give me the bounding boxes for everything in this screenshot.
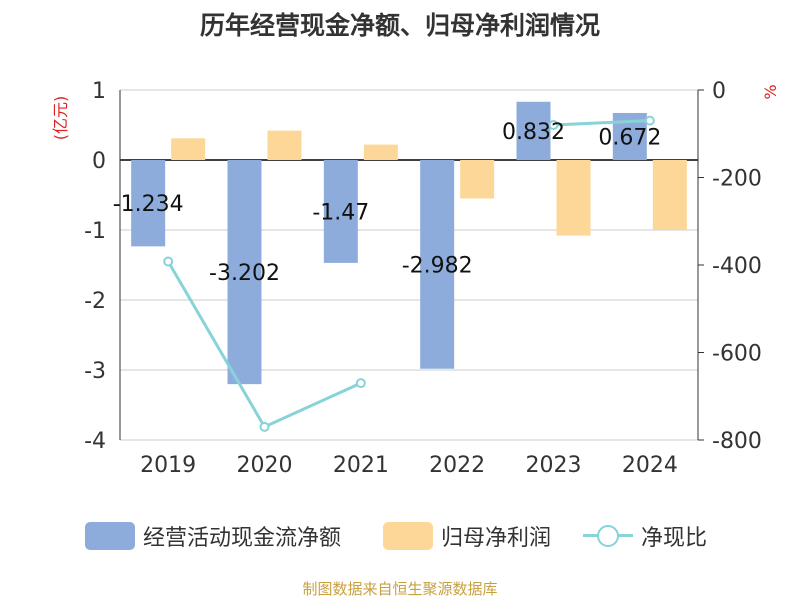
right-tick-label: -800 [712,429,762,454]
right-tick-label: -200 [712,167,762,192]
point-ratio [259,421,270,432]
bar-cash [516,101,551,160]
legend-swatch-profit [383,522,433,550]
data-label-cash: -1.234 [113,192,184,217]
left-axis-label: (亿元) [51,96,70,141]
legend-item-cash[interactable]: 经营活动现金流净额 [85,516,341,556]
left-tick-label: -4 [84,429,106,454]
bar-profit [267,130,302,160]
x-tick-label: 2019 [140,453,196,478]
left-tick-label: -1 [84,219,106,244]
data-label-cash: -2.982 [402,253,473,278]
legend-label-ratio: 净现比 [641,526,708,551]
left-tick-label: -2 [84,289,106,314]
legend-label-profit: 归母净利润 [441,526,552,551]
legend-label-cash: 经营活动现金流净额 [143,526,342,551]
x-tick-label: 2023 [526,453,582,478]
point-ratio [163,256,174,267]
bar-cash [323,160,358,263]
legend-item-profit[interactable]: 归母净利润 [383,516,551,556]
chart-title: 历年经营现金净额、归母净利润情况 [199,11,600,40]
bar-cash [131,160,166,247]
point-ratio [644,115,655,126]
x-tick-label: 2020 [237,453,293,478]
bar-profit [556,160,591,236]
left-tick-label: -3 [84,359,106,384]
x-tick-label: 2021 [333,453,389,478]
legend-swatch-ratio [583,522,633,550]
data-label-cash: -1.47 [312,200,369,225]
right-axis-label: % [761,84,780,99]
x-tick-label: 2022 [429,453,485,478]
legend-swatch-cash [85,522,135,550]
bar-cash [227,160,262,385]
bar-profit [652,160,687,230]
data-label-cash: 0.832 [502,120,565,145]
point-ratio [548,120,559,130]
line-ratio [166,260,362,429]
legend-item-ratio[interactable]: 净现比 [583,516,707,556]
line-ratio [553,119,650,127]
bar-profit [171,138,206,160]
bar-cash [420,160,455,369]
source-note: 制图数据来自恒生聚源数据库 [302,580,498,598]
data-label-cash: -3.202 [209,261,280,286]
point-ratio [355,378,366,389]
bar-profit [363,144,398,160]
left-tick-label: 1 [92,79,106,104]
x-tick-label: 2024 [622,453,678,478]
legend: 经营活动现金流净额 归母净利润 净现比 [0,516,800,556]
data-label-cash: 0.672 [598,125,661,150]
right-tick-label: -400 [712,254,762,279]
right-tick-label: -600 [712,342,762,367]
bar-profit [460,160,495,199]
right-tick-label: 0 [712,79,726,104]
left-tick-label: 0 [92,149,106,174]
